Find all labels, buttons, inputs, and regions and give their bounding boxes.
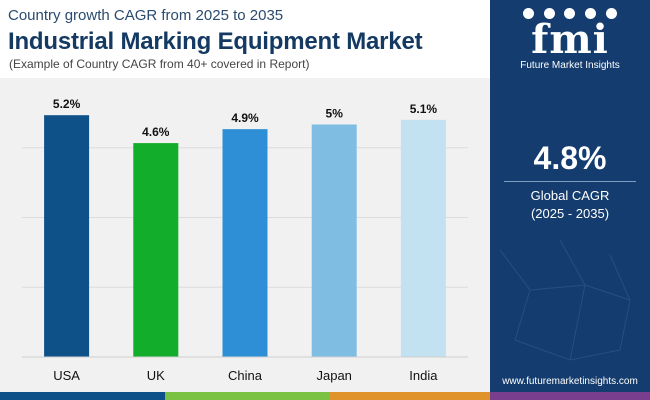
- x-tick-uk: UK: [147, 368, 165, 383]
- data-label-india: 5.1%: [410, 102, 438, 116]
- logo-subtitle: Future Market Insights: [520, 60, 620, 71]
- footer-stripe: [0, 392, 650, 400]
- bar-india: [400, 119, 446, 357]
- chart-note: (Example of Country CAGR from 40+ covere…: [9, 57, 310, 71]
- bar-usa: [44, 115, 90, 357]
- data-label-japan: 5%: [326, 107, 344, 121]
- chart-title: Industrial Marking Equipment Market: [8, 28, 423, 55]
- bar-japan: [311, 124, 357, 357]
- logo-dot-icon: [564, 8, 576, 19]
- bar-china: [222, 129, 268, 357]
- x-tick-japan: Japan: [316, 368, 351, 383]
- footer-stripe-segment: [0, 392, 165, 400]
- chart-area: 5.2% USA 4.6% UK 4.9% China 5% Japan 5.1% India: [0, 78, 490, 392]
- logo-dot-icon: [585, 8, 597, 19]
- global-cagr-value: 4.8%: [533, 140, 607, 176]
- bar-uk: [133, 143, 179, 357]
- logo-dot-icon: [522, 8, 534, 19]
- header: Country growth CAGR from 2025 to 2035 In…: [0, 0, 490, 78]
- logo-icons: [518, 8, 622, 22]
- x-tick-china: China: [228, 368, 263, 383]
- footer-stripe-segment: [490, 392, 650, 400]
- logo-dot-icon: [543, 8, 555, 19]
- data-label-china: 4.9%: [231, 111, 259, 125]
- logo-dot-icon: [606, 8, 618, 19]
- footer-stripe-segment: [165, 392, 330, 400]
- chart-subtitle: Country growth CAGR from 2025 to 2035: [8, 7, 284, 24]
- decorative-texture: [499, 239, 631, 361]
- global-cagr-label: Global CAGR: [530, 188, 610, 203]
- divider: [504, 181, 636, 182]
- global-cagr-range: (2025 - 2035): [530, 206, 610, 221]
- bar-chart: 5.2% USA 4.6% UK 4.9% China 5% Japan 5.1% India: [22, 97, 468, 383]
- logo-text: fmi: [531, 16, 609, 63]
- footer-stripe-segment: [330, 392, 490, 400]
- data-label-usa: 5.2%: [53, 97, 81, 111]
- data-label-uk: 4.6%: [142, 125, 170, 139]
- x-tick-india: India: [409, 368, 438, 383]
- fmi-logo: fmi Future Market Insights: [490, 4, 650, 74]
- x-tick-usa: USA: [53, 368, 80, 383]
- website-url: www.futuremarketinsights.com: [502, 376, 638, 387]
- sidebar: fmi Future Market Insights 4.8% Global C…: [490, 0, 650, 392]
